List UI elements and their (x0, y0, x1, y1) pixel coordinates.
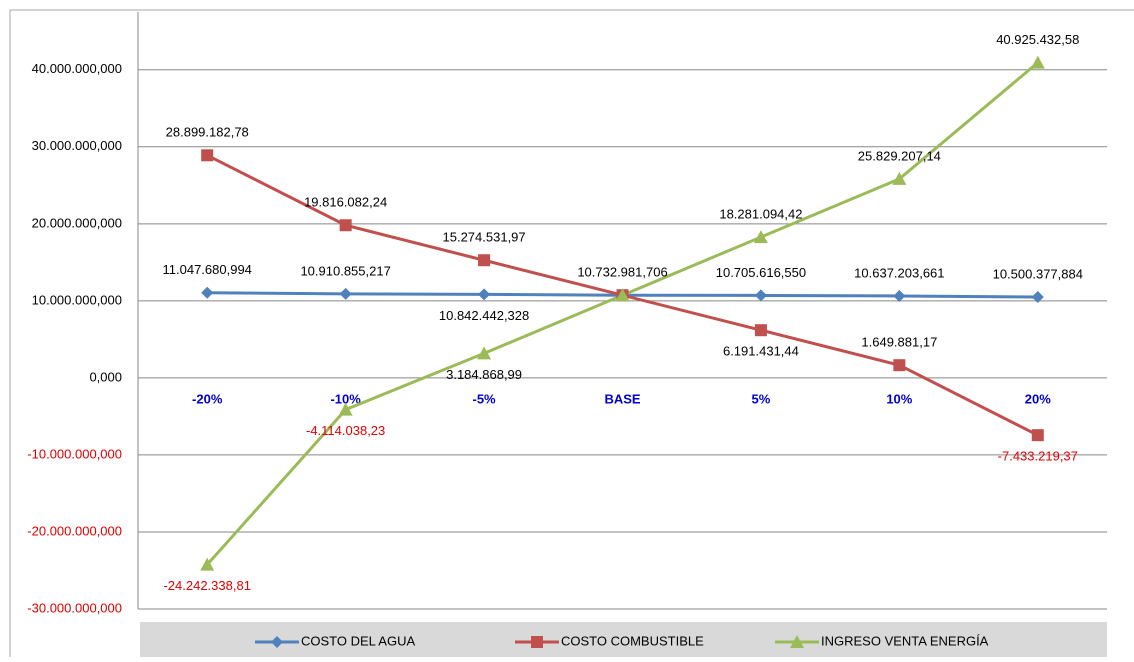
data-label: 10.637.203,661 (854, 265, 944, 280)
data-label: 10.500.377,884 (993, 266, 1083, 281)
legend-label: INGRESO VENTA ENERGÍA (821, 633, 989, 648)
chart-border (9, 9, 1134, 662)
marker (339, 219, 352, 232)
data-label: 40.925.432,58 (996, 32, 1079, 47)
y-tick-label: 0,000 (89, 369, 122, 384)
data-label: 18.281.094,42 (719, 207, 802, 222)
x-tick-label: BASE (604, 391, 640, 406)
y-tick-label: -10.000.000,000 (27, 446, 122, 461)
marker (478, 254, 491, 267)
marker (478, 288, 491, 301)
marker (754, 289, 767, 302)
y-tick-label: 10.000.000,000 (32, 292, 122, 307)
marker (201, 286, 214, 299)
data-label: 1.649.881,17 (861, 335, 937, 350)
x-tick-label: 20% (1025, 391, 1051, 406)
legend-marker (531, 636, 543, 648)
marker (753, 230, 768, 244)
marker (1031, 291, 1044, 304)
legend-marker (271, 636, 283, 648)
marker (615, 288, 630, 302)
data-label: 15.274.531,97 (443, 230, 526, 245)
data-label: 19.816.082,24 (304, 195, 387, 210)
legend-label: COSTO COMBUSTIBLE (561, 633, 704, 648)
marker (339, 287, 352, 300)
marker (754, 324, 767, 337)
data-label: 10.910.855,217 (300, 263, 390, 278)
data-label: 10.732.981,706 (577, 265, 667, 280)
y-tick-label: -30.000.000,000 (27, 600, 122, 615)
data-label: -4.114.038,23 (306, 423, 385, 438)
data-label: 3.184.868,99 (446, 367, 522, 382)
marker (893, 359, 906, 372)
data-label: 6.191.431,44 (723, 344, 799, 359)
data-label: -24.242.338,81 (163, 578, 250, 593)
legend-box (140, 622, 1107, 658)
y-tick-label: 30.000.000,000 (32, 138, 122, 153)
y-tick-label: -20.000.000,000 (27, 523, 122, 538)
x-tick-label: -20% (192, 391, 223, 406)
data-label: 10.842.442,328 (439, 308, 529, 323)
marker (1030, 55, 1045, 69)
x-tick-label: -5% (473, 391, 497, 406)
data-label: 10.705.616,550 (716, 265, 806, 280)
marker (1031, 429, 1044, 442)
data-label: 11.047.680,994 (163, 262, 252, 277)
y-tick-label: 20.000.000,000 (32, 215, 122, 230)
marker (201, 149, 214, 162)
marker (892, 171, 907, 185)
legend-label: COSTO DEL AGUA (301, 633, 415, 648)
marker (338, 402, 353, 416)
x-tick-label: 5% (752, 391, 771, 406)
y-tick-label: 40.000.000,000 (32, 61, 122, 76)
legend-marker (790, 635, 804, 648)
x-tick-label: -10% (330, 391, 361, 406)
data-label: 28.899.182,78 (166, 125, 249, 140)
x-tick-label: 10% (886, 391, 912, 406)
marker (893, 289, 906, 302)
marker (477, 346, 492, 360)
data-label: -7.433.219,37 (998, 449, 1078, 464)
marker (200, 557, 215, 571)
data-label: 25.829.207,14 (858, 148, 941, 163)
